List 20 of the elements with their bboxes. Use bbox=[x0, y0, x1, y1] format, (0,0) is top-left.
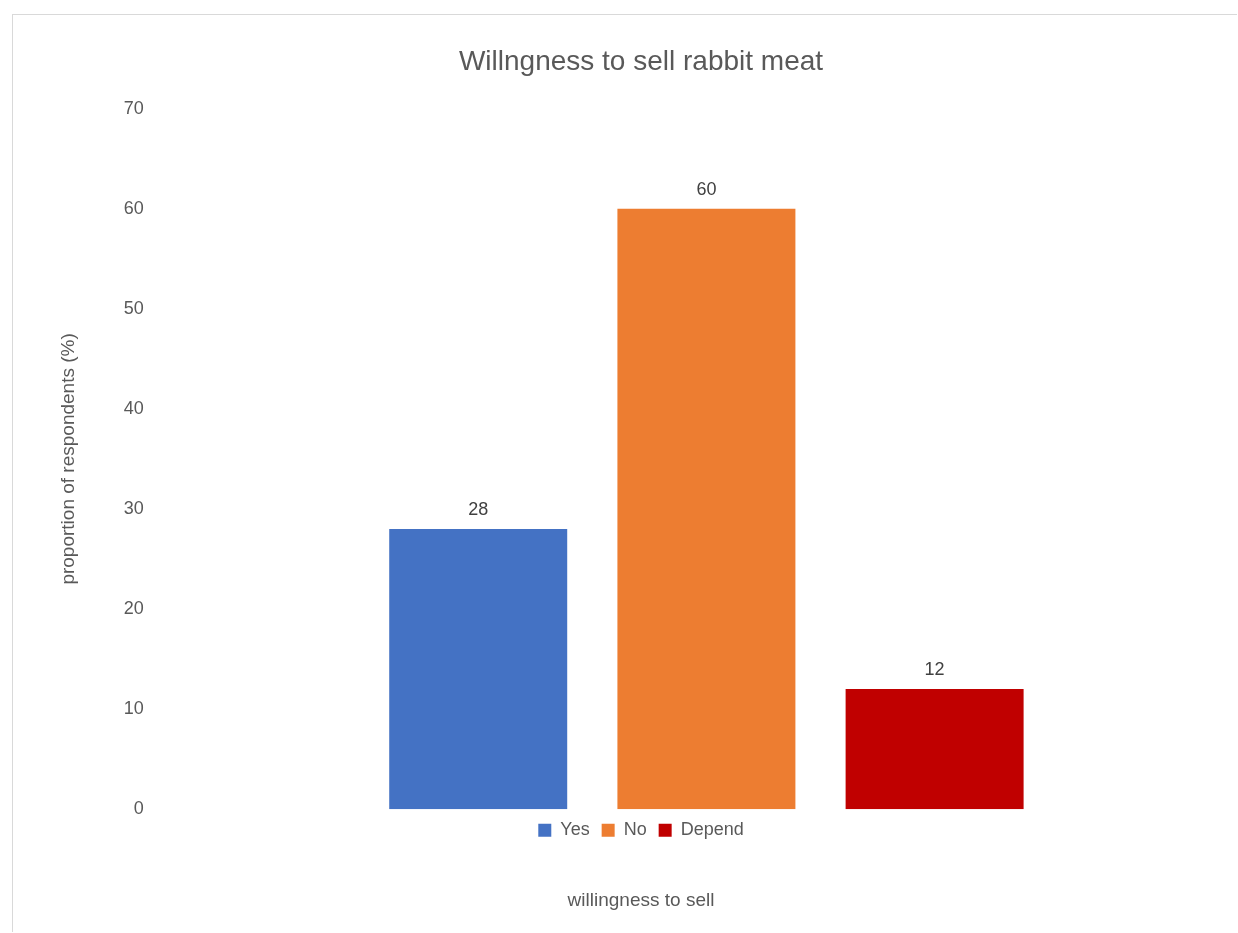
bar bbox=[617, 208, 796, 810]
x-axis-title: willingness to sell bbox=[566, 888, 715, 910]
chart-title: Willngness to sell rabbit meat bbox=[458, 44, 824, 76]
legend-label: Yes bbox=[560, 819, 590, 840]
data-label: 60 bbox=[696, 178, 717, 199]
bar bbox=[389, 528, 568, 810]
y-tick-label: 20 bbox=[123, 598, 144, 618]
y-axis-title: proportion of respondents (%) bbox=[56, 333, 78, 585]
y-tick-label: 50 bbox=[123, 297, 144, 318]
data-label: 28 bbox=[468, 498, 489, 519]
y-tick-label: 30 bbox=[123, 497, 144, 518]
y-tick-label: 10 bbox=[123, 698, 144, 719]
y-tick-label: 0 bbox=[133, 798, 144, 819]
y-tick-label: 60 bbox=[123, 197, 144, 218]
legend-label: Depend bbox=[680, 819, 744, 840]
y-tick-label: 40 bbox=[123, 397, 144, 418]
legend-label: No bbox=[623, 819, 647, 840]
data-label: 12 bbox=[924, 659, 945, 680]
bar bbox=[845, 689, 1024, 810]
y-tick-label: 70 bbox=[123, 97, 144, 118]
